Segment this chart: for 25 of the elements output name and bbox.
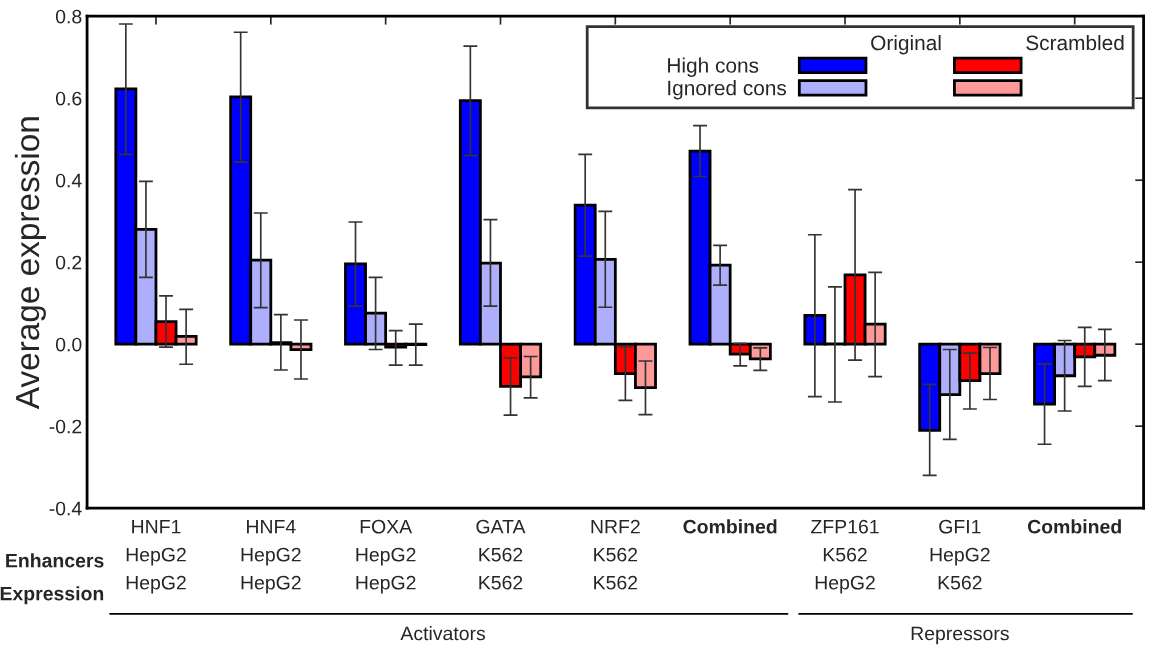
y-axis-title: Average expression <box>14 117 46 410</box>
text: Expression <box>0 586 104 605</box>
text: Activators <box>400 626 486 641</box>
x-tick-label: FOXA HepG2 HepG2 <box>356 519 416 594</box>
x-tick-label: HNF4 HepG2 HepG2 <box>241 519 301 594</box>
annotation: Original <box>871 34 941 55</box>
legend-label: High cons <box>668 57 759 77</box>
y-tick-label: -0.2 <box>49 419 82 434</box>
x-tick-label: NRF2 K562 K562 <box>591 519 640 590</box>
y-tick-label: 0.6 <box>55 91 82 106</box>
x-tick-label: Combined <box>1027 519 1121 534</box>
text: Enhancers <box>6 553 104 568</box>
x-tick-label: ZFP161 K562 HepG2 <box>811 519 879 594</box>
x-tick-label: Combined <box>683 519 777 534</box>
x-tick-label: HNF1 HepG2 HepG2 <box>126 519 186 594</box>
y-tick-label: 0.4 <box>55 173 82 188</box>
annotation: Scrambled <box>1026 34 1124 51</box>
y-tick-label: 0.2 <box>55 255 82 270</box>
y-tick-label: 0.0 <box>55 337 82 352</box>
y-tick-label: 0.8 <box>55 9 82 24</box>
text: Repressors <box>911 626 1009 645</box>
x-tick-label: GFI1 HepG2 K562 <box>930 519 990 590</box>
y-tick-label: -0.4 <box>49 501 82 516</box>
x-tick-label: GATA K562 K562 <box>476 519 526 590</box>
legend-label: Ignored cons <box>668 80 787 100</box>
